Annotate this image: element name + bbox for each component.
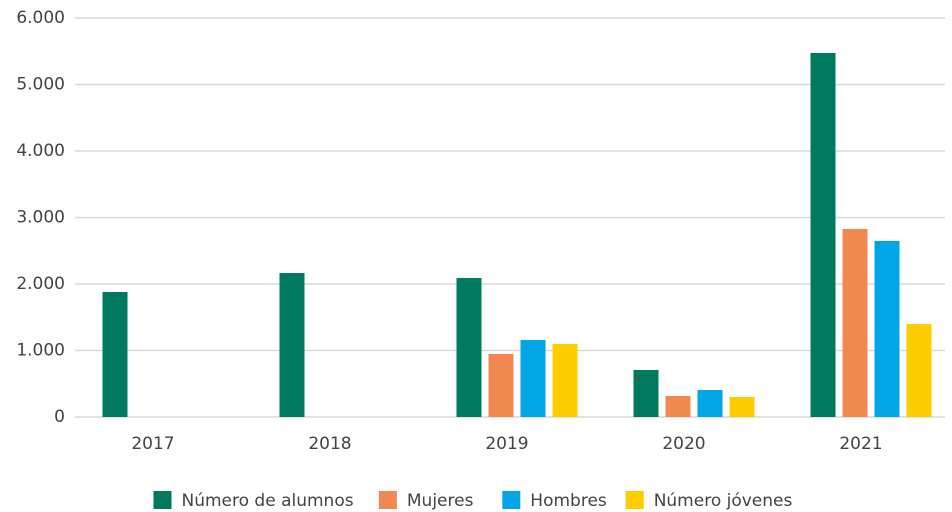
y-tick-label: 0 [54, 407, 65, 427]
legend-label: Hombres [530, 491, 607, 511]
x-tick-label: 2021 [839, 434, 882, 454]
y-tick-label: 5.000 [16, 75, 65, 95]
bar [697, 390, 723, 417]
bar [729, 396, 755, 417]
legend-swatch [153, 491, 172, 509]
legend-label: Mujeres [407, 491, 474, 511]
bar [102, 291, 128, 417]
bar [279, 273, 305, 417]
y-tick-label: 1.000 [16, 341, 65, 361]
y-tick-label: 2.000 [16, 274, 65, 294]
legend-label: Número de alumnos [182, 491, 354, 511]
bar [456, 278, 482, 417]
x-tick-label: 2018 [308, 434, 351, 454]
bar [810, 52, 836, 417]
legend-swatch [625, 491, 644, 509]
y-tick-label: 3.000 [16, 208, 65, 228]
bar [488, 354, 514, 417]
x-tick-label: 2020 [662, 434, 705, 454]
bar [842, 229, 868, 417]
bar [520, 339, 546, 417]
bar [552, 343, 578, 417]
bar [633, 369, 659, 417]
y-tick-label: 4.000 [16, 141, 65, 161]
y-tick-label: 6.000 [16, 8, 65, 28]
x-tick-label: 2017 [131, 434, 174, 454]
bar [906, 324, 932, 417]
bar [665, 395, 691, 417]
legend-label: Número jóvenes [654, 491, 793, 511]
legend-swatch [378, 491, 397, 509]
x-tick-label: 2019 [485, 434, 528, 454]
bar [874, 240, 900, 417]
legend-swatch [502, 491, 521, 509]
